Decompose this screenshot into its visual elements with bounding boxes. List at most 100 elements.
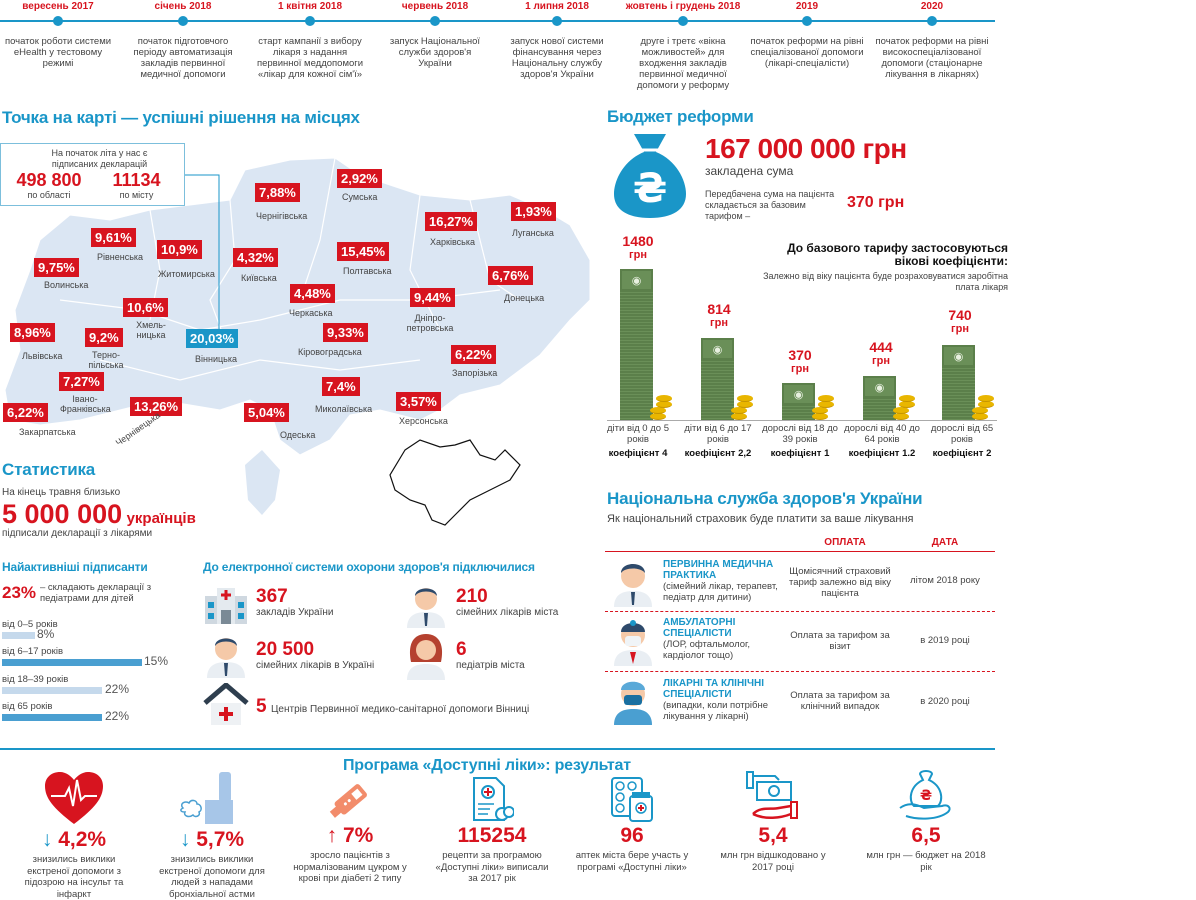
- bar-4: ◉: [942, 345, 994, 420]
- timeline-dot: [678, 16, 688, 26]
- age-bar-label: від 18–39 років: [2, 674, 69, 685]
- money-hand-icon: [746, 771, 798, 819]
- map-section-title: Точка на карті — успішні рішення на місц…: [2, 108, 360, 127]
- region-name-mykolaiv: Миколаївська: [315, 404, 373, 414]
- timeline-date: 1 липня 2018: [525, 1, 589, 12]
- region-value-vinnytsia: 20,03%: [186, 329, 239, 348]
- declarations-box: На початок літа у нас є підписаних декла…: [0, 143, 185, 206]
- timeline-date: 1 квітня 2018: [277, 1, 343, 12]
- prescription-icon: [473, 777, 514, 821]
- declarations-title: На початок літа у нас є підписаних декла…: [51, 148, 148, 169]
- region-name-zaporizhzhia: Запорізька: [452, 368, 498, 378]
- program-item: ↓ 4,2% знизились виклики екстреної допом…: [14, 760, 134, 900]
- timeline-item: січень 2018 початок підготовчого періоду…: [118, 0, 248, 80]
- col-date-header: ДАТА: [931, 537, 959, 548]
- region-name-ternopil: Терно-пільська: [88, 350, 124, 370]
- timeline-date: січень 2018: [154, 1, 212, 12]
- bar-label-3: дорослі від 40 до 64 років коефіцієнт 1.2: [844, 423, 920, 459]
- active-pct: 23%: [2, 583, 37, 602]
- program-item: ↓ 5,7% знизились виклики екстреної допом…: [152, 760, 272, 900]
- age-bar-value: 15%: [144, 654, 169, 668]
- timeline-item: 2020 початок реформи на рівні високоспец…: [867, 0, 997, 80]
- statistics-intro: На кінець травня близько: [2, 487, 121, 498]
- row-divider: [605, 611, 995, 612]
- statistics-big-unit: українців: [126, 510, 196, 527]
- statistics-title: Статистика: [2, 460, 96, 479]
- region-value-volyn: 9,75%: [34, 258, 79, 277]
- timeline-desc: початок підготовчого періоду автоматизац…: [133, 36, 233, 80]
- ambulatory-specialist-avatar: [614, 620, 652, 666]
- timeline-date: вересень 2017: [22, 1, 94, 12]
- budget-amount-label: закладена сума: [705, 164, 794, 178]
- male-doctor-icon: [207, 638, 245, 678]
- coefficients-desc: Залежно від віку пацієнта буде розрахову…: [763, 271, 1008, 292]
- region-name-poltava: Полтавська: [343, 266, 392, 276]
- age-bar-value: 22%: [105, 709, 130, 723]
- timeline-dot: [802, 16, 812, 26]
- program-item: 96 аптек міста бере участь у програмі «Д…: [572, 760, 692, 873]
- bar-3: ◉: [863, 376, 915, 420]
- timeline-item: 1 квітня 2018 старт кампанії з вибору лі…: [245, 0, 375, 80]
- declarations-city-value: 11134: [112, 170, 161, 190]
- timeline-date: жовтень і грудень 2018: [625, 1, 741, 12]
- statistics-outro: підписали декларації з лікарями: [2, 528, 153, 539]
- timeline-desc: початок роботи системи eHealth у тестово…: [4, 36, 112, 69]
- connected-item: 210 сімейних лікарів міста: [456, 586, 559, 619]
- timeline-date: 2020: [920, 1, 944, 12]
- region-value-cherkasy: 4,48%: [290, 284, 335, 303]
- payment-cell: Щомісячний страховий тариф залежно від в…: [789, 566, 891, 599]
- row-divider: [605, 671, 995, 672]
- table-row: ПЕРВИННА МЕДИЧНА ПРАКТИКА (сімейний ліка…: [663, 559, 778, 603]
- bar-label-1: діти від 6 до 17 років коефіцієнт 2,2: [684, 423, 752, 459]
- bar-value-0: 1480 грн: [622, 233, 654, 262]
- male-doctor-icon: [407, 588, 445, 628]
- bar-2: ◉: [782, 383, 834, 420]
- table-header-divider: [605, 551, 995, 552]
- region-value-dnipro: 9,44%: [410, 288, 455, 307]
- female-doctor-icon: [407, 634, 445, 680]
- bar-value-1: 814 грн: [707, 301, 731, 330]
- region-name-dnipro: Дніпро-петровська: [406, 313, 454, 333]
- house-medical-cross-icon: [203, 683, 249, 725]
- declarations-city-label: по місту: [119, 190, 154, 200]
- timeline-desc: запуск Національної служби здоров'я Укра…: [389, 36, 481, 69]
- program-item: 5,4 млн грн відшкодовано у 2017 році: [713, 760, 833, 873]
- family-doctor-avatar: [614, 564, 652, 607]
- timeline-date: 2019: [795, 1, 819, 12]
- region-name-kyiv: Київська: [241, 273, 277, 283]
- timeline-dot: [178, 16, 188, 26]
- program-item: 115254 рецепти за програмою «Доступні лі…: [432, 760, 552, 885]
- date-cell: в 2020 році: [920, 696, 970, 707]
- money-bag-hryvnia-icon: ₴: [614, 134, 686, 218]
- per-patient-value: 370 грн: [847, 194, 905, 211]
- connected-item: 367 закладів України: [256, 586, 334, 619]
- inhaler-icon: [180, 772, 233, 824]
- region-name-rivne: Рівненська: [97, 252, 144, 262]
- table-row: АМБУЛАТОРНІ СПЕЦІАЛІСТИ (ЛОР, офтальмоло…: [663, 617, 751, 661]
- bar-0: ◉: [620, 269, 672, 420]
- bar-value-2: 370 грн: [788, 347, 812, 376]
- region-value-donetsk: 6,76%: [488, 266, 533, 285]
- age-bar-label: від 65 років: [2, 701, 53, 712]
- region-value-kyiv: 4,32%: [233, 248, 278, 267]
- age-bar-value: 22%: [105, 682, 130, 696]
- age-bar-value: 8%: [37, 627, 55, 641]
- statistics-big-number: 5 000 000: [2, 499, 123, 529]
- region-name-kirovohrad: Кіровоградська: [298, 347, 362, 357]
- region-value-chernihiv: 7,88%: [255, 183, 300, 202]
- program-item: ₴ 6,5 млн грн — бюджет на 2018 рік: [866, 760, 986, 873]
- timeline-dot: [927, 16, 937, 26]
- timeline-item: жовтень і грудень 2018 друге і третє «ві…: [618, 0, 748, 91]
- table-row: ЛІКАРНІ ТА КЛІНІЧНІ СПЕЦІАЛІСТИ (випадки…: [663, 678, 768, 722]
- region-value-luhansk: 1,93%: [511, 202, 556, 221]
- bar-value-4: 740 грн: [948, 307, 972, 336]
- age-bar: [2, 659, 142, 666]
- connected-title: До електронної системи охорони здоров'я …: [203, 560, 535, 574]
- bar-label-2: дорослі від 18 до 39 років коефіцієнт 1: [762, 423, 838, 459]
- active-signers-title: Найактивніші підписанти: [2, 560, 148, 574]
- bar-label-0: діти від 0 до 5 років коефіцієнт 4: [607, 423, 669, 459]
- region-value-khmelnytskyi: 10,6%: [123, 298, 168, 317]
- per-patient-text: Передбачена сума на пацієнта складається…: [705, 189, 835, 221]
- nhsu-subtitle: Як національний страховик буде платити з…: [607, 513, 914, 525]
- money-bag-hand-icon: ₴: [899, 770, 951, 820]
